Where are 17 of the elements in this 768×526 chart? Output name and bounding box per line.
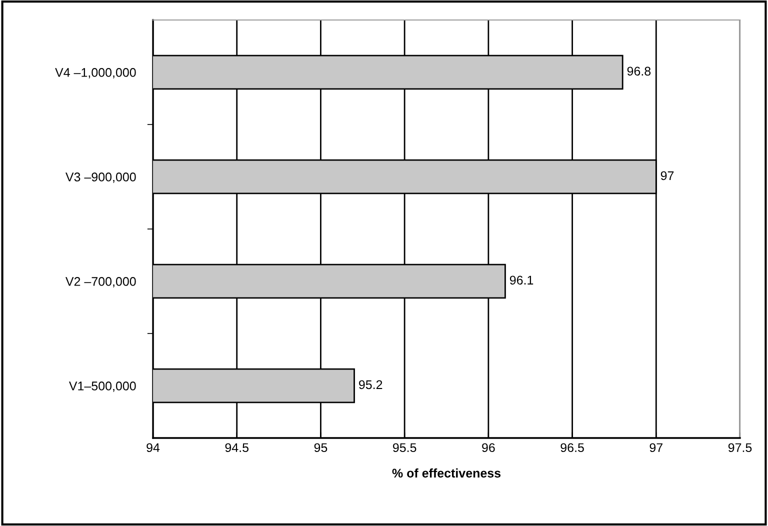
data-label: 96.1 — [510, 276, 534, 285]
x-tick-label: 95 — [314, 443, 328, 452]
x-axis-title: % of effectiveness — [392, 468, 501, 478]
data-label: 96.8 — [627, 66, 651, 76]
data-label: 97 — [660, 171, 674, 180]
y-tick-label: V2 –700,000 — [65, 277, 136, 288]
x-tick-label: 96 — [482, 443, 495, 452]
data-label: 95.2 — [359, 380, 382, 390]
x-tick-label: 95.5 — [392, 443, 416, 452]
y-tick-label: V1–500,000 — [68, 382, 136, 392]
x-tick-label: 97 — [650, 443, 662, 452]
y-tick-label: V3 –900,000 — [65, 172, 136, 183]
y-tick-label: V4 –1,000,000 — [55, 68, 136, 78]
x-tick-label: 94 — [146, 443, 160, 452]
x-tick-label: 97.5 — [728, 443, 752, 452]
x-tick-label: 96.5 — [560, 443, 584, 452]
x-tick-label: 94.5 — [225, 443, 248, 452]
